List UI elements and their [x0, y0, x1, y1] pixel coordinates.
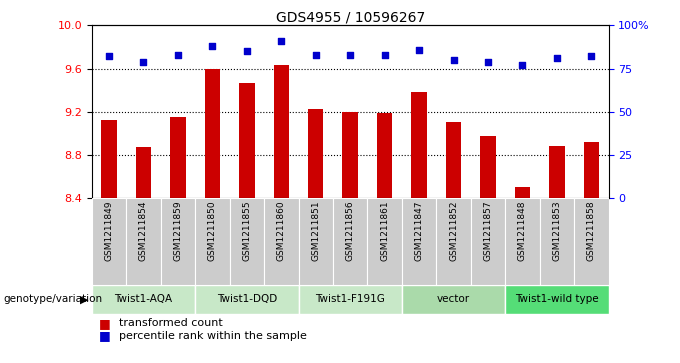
Point	[241, 48, 252, 54]
Bar	[505, 285, 609, 314]
Point	[586, 53, 597, 59]
Text: GSM1211859: GSM1211859	[173, 200, 182, 261]
Bar	[446, 122, 461, 198]
Text: ▶: ▶	[80, 294, 88, 305]
Text: GSM1211856: GSM1211856	[345, 200, 355, 261]
Point	[483, 59, 494, 65]
Text: ■: ■	[99, 329, 110, 342]
Bar	[170, 117, 186, 198]
Text: GSM1211851: GSM1211851	[311, 200, 320, 261]
Bar	[308, 110, 324, 198]
Point	[517, 62, 528, 68]
Bar	[411, 92, 427, 198]
Text: GDS4955 / 10596267: GDS4955 / 10596267	[275, 11, 425, 25]
Point	[345, 52, 356, 58]
Bar	[299, 285, 402, 314]
Bar	[402, 285, 505, 314]
Bar	[195, 285, 299, 314]
Text: GSM1211848: GSM1211848	[518, 200, 527, 261]
Bar	[299, 198, 333, 285]
Point	[551, 55, 562, 61]
Bar	[160, 198, 195, 285]
Text: vector: vector	[437, 294, 470, 305]
Text: GSM1211847: GSM1211847	[415, 200, 424, 261]
Bar	[126, 198, 160, 285]
Bar	[92, 198, 126, 285]
Point	[448, 57, 459, 63]
Bar	[540, 198, 574, 285]
Bar	[230, 198, 264, 285]
Text: GSM1211861: GSM1211861	[380, 200, 389, 261]
Text: GSM1211857: GSM1211857	[483, 200, 492, 261]
Point	[379, 52, 390, 58]
Text: GSM1211852: GSM1211852	[449, 200, 458, 261]
Bar	[515, 187, 530, 198]
Bar	[136, 147, 151, 198]
Bar	[367, 198, 402, 285]
Bar	[239, 82, 254, 198]
Bar	[195, 198, 230, 285]
Point	[413, 46, 424, 52]
Text: GSM1211850: GSM1211850	[208, 200, 217, 261]
Bar	[343, 112, 358, 198]
Bar	[273, 65, 289, 198]
Text: GSM1211858: GSM1211858	[587, 200, 596, 261]
Text: Twist1-wild type: Twist1-wild type	[515, 294, 598, 305]
Text: GSM1211860: GSM1211860	[277, 200, 286, 261]
Bar	[583, 142, 599, 198]
Point	[207, 43, 218, 49]
Text: percentile rank within the sample: percentile rank within the sample	[119, 331, 307, 341]
Bar	[480, 136, 496, 198]
Text: GSM1211849: GSM1211849	[105, 200, 114, 261]
Point	[310, 52, 321, 58]
Point	[138, 59, 149, 65]
Point	[276, 38, 287, 44]
Bar	[505, 198, 540, 285]
Text: ■: ■	[99, 317, 110, 330]
Text: GSM1211854: GSM1211854	[139, 200, 148, 261]
Bar	[549, 146, 564, 198]
Bar	[333, 198, 367, 285]
Point	[173, 52, 184, 58]
Bar	[402, 198, 437, 285]
Text: transformed count: transformed count	[119, 318, 223, 328]
Bar	[377, 113, 392, 198]
Bar	[264, 198, 299, 285]
Bar	[471, 198, 505, 285]
Text: Twist1-F191G: Twist1-F191G	[316, 294, 385, 305]
Text: GSM1211853: GSM1211853	[552, 200, 562, 261]
Text: GSM1211855: GSM1211855	[242, 200, 252, 261]
Point	[103, 53, 114, 59]
Bar	[205, 69, 220, 198]
Bar	[437, 198, 471, 285]
Text: Twist1-AQA: Twist1-AQA	[114, 294, 173, 305]
Text: genotype/variation: genotype/variation	[3, 294, 103, 305]
Bar	[101, 120, 117, 198]
Text: Twist1-DQD: Twist1-DQD	[217, 294, 277, 305]
Bar	[574, 198, 609, 285]
Bar	[92, 285, 195, 314]
